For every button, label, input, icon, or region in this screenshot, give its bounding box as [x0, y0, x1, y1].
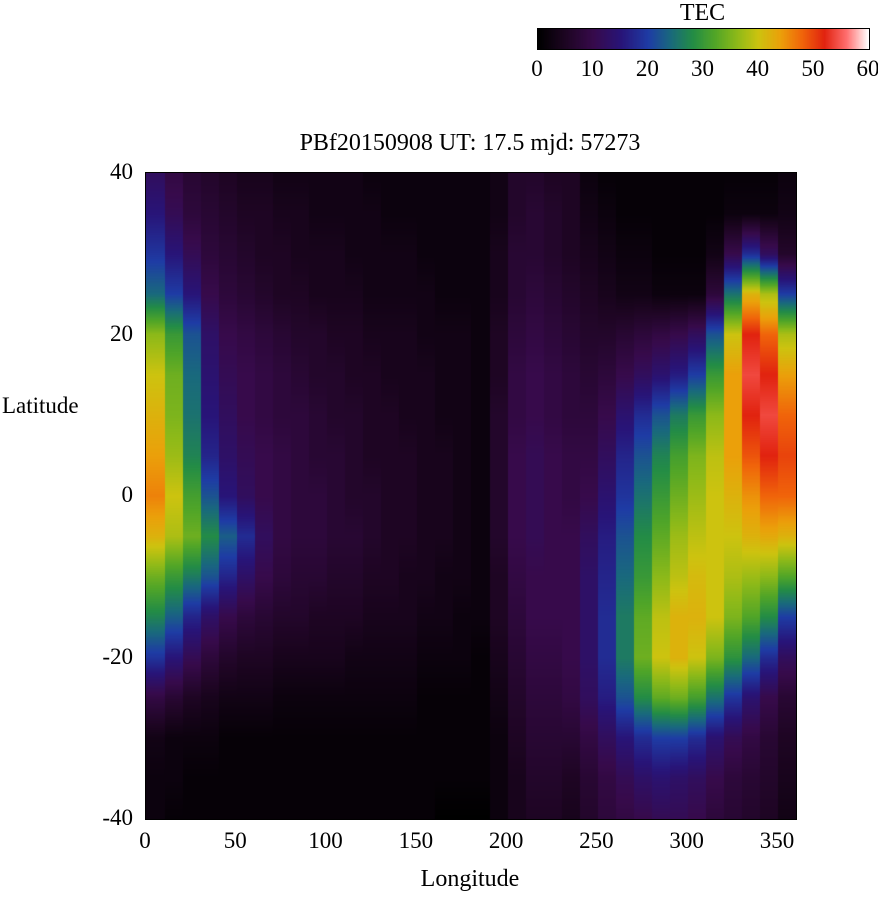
x-tick-label: 150 [398, 828, 434, 853]
colorbar-tick-label: 30 [691, 56, 714, 81]
x-tick-label: 250 [579, 828, 614, 853]
colorbar [537, 28, 870, 50]
colorbar-tick-label: 10 [580, 56, 604, 81]
plot-area [145, 172, 797, 820]
colorbar-tick-label: 40 [746, 56, 770, 81]
colorbar-tick-label: 60 [856, 56, 878, 81]
colorbar-tick-label: 50 [801, 56, 825, 81]
plot-title: PBf20150908 UT: 17.5 mjd: 57273 [299, 130, 641, 156]
x-axis-label: Longitude [420, 866, 520, 892]
x-tick-label: 50 [223, 828, 247, 853]
colorbar-gradient [538, 29, 869, 49]
y-axis-label: Latitude [2, 393, 79, 418]
colorbar-title: TEC [679, 0, 726, 26]
x-tick-label: 200 [488, 828, 524, 853]
x-tick-label: 100 [308, 828, 343, 853]
y-tick-label: 20 [110, 320, 133, 346]
x-tick-label: 0 [139, 828, 151, 853]
x-tick-label: 300 [669, 828, 704, 853]
colorbar-tick-label: 20 [635, 56, 659, 81]
y-tick-label: -40 [102, 805, 133, 830]
y-tick-label: 40 [110, 159, 133, 184]
colorbar-tick-label: 0 [531, 56, 543, 81]
x-tick-label: 350 [759, 828, 795, 853]
y-tick-label: -20 [102, 643, 133, 669]
y-tick-label: 0 [121, 482, 134, 507]
tec-heatmap-canvas [146, 173, 796, 819]
